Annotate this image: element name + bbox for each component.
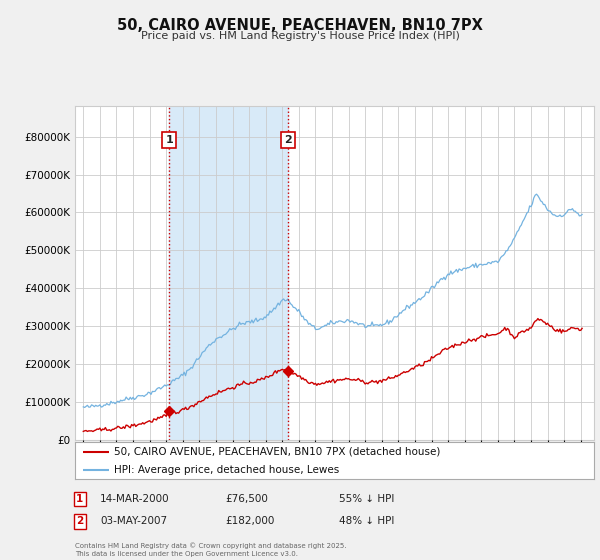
Text: 55% ↓ HPI: 55% ↓ HPI	[339, 494, 394, 504]
Text: 2: 2	[284, 135, 292, 144]
Text: 03-MAY-2007: 03-MAY-2007	[100, 516, 167, 526]
Text: 1: 1	[76, 494, 83, 504]
Text: 50, CAIRO AVENUE, PEACEHAVEN, BN10 7PX: 50, CAIRO AVENUE, PEACEHAVEN, BN10 7PX	[117, 18, 483, 33]
Bar	[169, 106, 288, 440]
Text: Contains HM Land Registry data © Crown copyright and database right 2025.
This d: Contains HM Land Registry data © Crown c…	[75, 543, 347, 557]
Text: 14-MAR-2000: 14-MAR-2000	[100, 494, 170, 504]
Text: 1: 1	[166, 135, 173, 144]
Text: £76,500: £76,500	[225, 494, 268, 504]
Text: Price paid vs. HM Land Registry's House Price Index (HPI): Price paid vs. HM Land Registry's House …	[140, 31, 460, 41]
Text: HPI: Average price, detached house, Lewes: HPI: Average price, detached house, Lewe…	[114, 465, 339, 475]
Text: £182,000: £182,000	[225, 516, 274, 526]
Text: 2: 2	[76, 516, 83, 526]
Text: 48% ↓ HPI: 48% ↓ HPI	[339, 516, 394, 526]
Text: 50, CAIRO AVENUE, PEACEHAVEN, BN10 7PX (detached house): 50, CAIRO AVENUE, PEACEHAVEN, BN10 7PX (…	[114, 446, 440, 456]
